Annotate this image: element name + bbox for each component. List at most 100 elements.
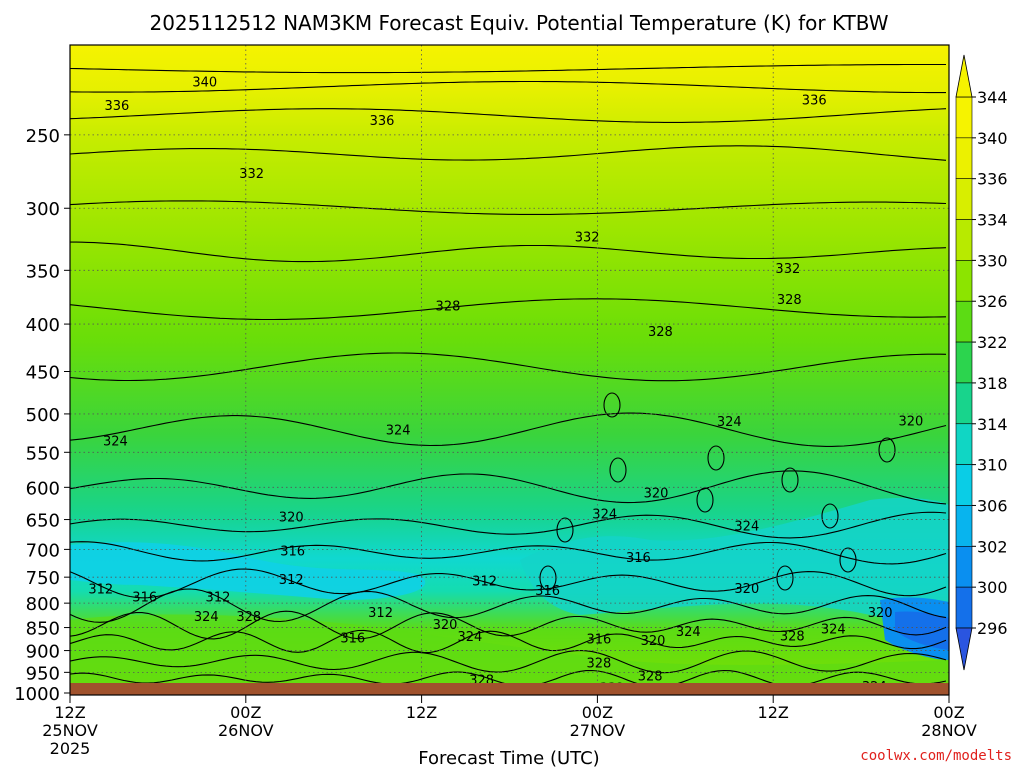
contour-line (70, 610, 947, 640)
contour-label: 324 (821, 623, 846, 638)
contour-label: 324 (458, 630, 483, 645)
contour-cell (839, 547, 857, 573)
contour-label: 320 (898, 414, 923, 429)
colorbar-swatch (955, 382, 973, 425)
x-tick-label: 00Z (582, 703, 613, 722)
y-tick-label: 500 (26, 405, 60, 426)
contour-line (70, 80, 946, 94)
plot-area: 3403363363363323323323283283283243243243… (70, 45, 949, 695)
contour-cell (556, 517, 574, 543)
colorbar-top-arrow (955, 54, 973, 98)
colorbar-swatch (955, 423, 973, 465)
contour-label: 312 (206, 591, 231, 606)
contour-cell (821, 503, 839, 529)
contour-label: 312 (279, 573, 304, 588)
x-tick-label: 28NOV (921, 721, 977, 740)
colorbar: 344 340 336 334 330 326 322 318 314 310 306 302 300 2… (955, 54, 1008, 671)
colorbar-label: 330 (977, 251, 1008, 270)
colorbar-label: 326 (977, 292, 1008, 311)
contour-label: 312 (472, 574, 497, 589)
contour-label: 320 (868, 606, 893, 621)
colorbar-label: 340 (977, 129, 1008, 148)
colorbar-label: 336 (977, 170, 1008, 189)
x-tick-label: 12Z (54, 703, 85, 722)
contour-line (70, 63, 946, 74)
contour-label: 328 (236, 610, 261, 625)
contour-line (70, 352, 947, 382)
contour-line (70, 511, 947, 539)
colorbar-label: 300 (977, 578, 1008, 597)
contour-line (70, 412, 947, 447)
colorbar-swatch (955, 96, 973, 139)
contour-label: 316 (586, 632, 611, 647)
low-level-green (70, 614, 949, 695)
chart-title: 2025112512 NAM3KM Forecast Equiv. Potent… (149, 11, 888, 35)
contour-cell (609, 457, 627, 483)
colorbar-swatch (955, 341, 973, 384)
x-tick-label: 12Z (758, 703, 789, 722)
credit-text: coolwx.com/modelts (860, 748, 1012, 764)
contour-label: 316 (626, 551, 651, 566)
colorbar-swatch (955, 260, 973, 302)
contour-line (70, 629, 947, 654)
y-tick-label: 700 (26, 540, 60, 561)
colorbar-swatch (955, 464, 973, 506)
contour-label: 340 (192, 76, 217, 91)
contour-label: 328 (648, 325, 673, 340)
y-tick-label: 250 (26, 126, 60, 147)
contour-label: 312 (368, 606, 393, 621)
contour-cell (707, 445, 725, 471)
x-tick-label: 00Z (230, 703, 261, 722)
colorbar-label: 344 (977, 88, 1008, 107)
contour-cell (781, 467, 799, 493)
contour-label: 312 (88, 582, 113, 597)
contour-label: 336 (104, 99, 129, 114)
y-tick-label: 350 (26, 261, 60, 282)
y-tick-label: 600 (26, 478, 60, 499)
y-tick-label: 850 (26, 619, 60, 640)
contour-line (70, 298, 947, 321)
contour-cell (878, 437, 896, 463)
contour-label: 328 (586, 656, 611, 671)
x-tick-label: 12Z (406, 703, 437, 722)
contour-line (70, 541, 947, 565)
contour-label: 324 (592, 507, 617, 522)
contour-label: 324 (676, 625, 701, 640)
colorbar-swatch (955, 178, 973, 220)
y-tick-label: 750 (26, 568, 60, 589)
blue-layer (70, 542, 426, 600)
contour-label: 336 (370, 114, 395, 129)
colorbar-swatch (955, 505, 973, 547)
colorbar-swatch (955, 546, 973, 588)
contour-line (70, 108, 947, 123)
contour-label: 324 (194, 610, 219, 625)
x-tick-label: 2025 (50, 739, 91, 758)
colorbar-swatch (955, 137, 973, 179)
y-tick-label: 900 (26, 642, 60, 663)
contour-cell (603, 392, 621, 418)
colorbar-label: 302 (977, 537, 1008, 556)
y-tick-label: 950 (26, 663, 60, 684)
colorbar-bottom-arrow (955, 627, 973, 671)
colorbar-swatch (955, 300, 973, 343)
contour-label: 332 (239, 167, 264, 182)
contour-line (70, 470, 947, 505)
x-tick-label: 00Z (933, 703, 964, 722)
gridlines (70, 45, 949, 695)
y-tick-label: 550 (26, 443, 60, 464)
contour-label: 316 (132, 591, 157, 606)
contour-label: 320 (279, 510, 304, 525)
colorbar-label: 334 (977, 211, 1008, 230)
x-axis-label: Forecast Time (UTC) (418, 748, 599, 768)
contour-label: 316 (280, 545, 305, 560)
ground-bar (70, 683, 949, 695)
colorbar-label: 314 (977, 415, 1008, 434)
contour-label: 320 (644, 487, 669, 502)
y-tick-label: 300 (26, 199, 60, 220)
contour-label: 320 (734, 582, 759, 597)
contour-line (70, 241, 947, 263)
y-tick-label: 800 (26, 594, 60, 615)
y-tick-label: 400 (26, 315, 60, 336)
